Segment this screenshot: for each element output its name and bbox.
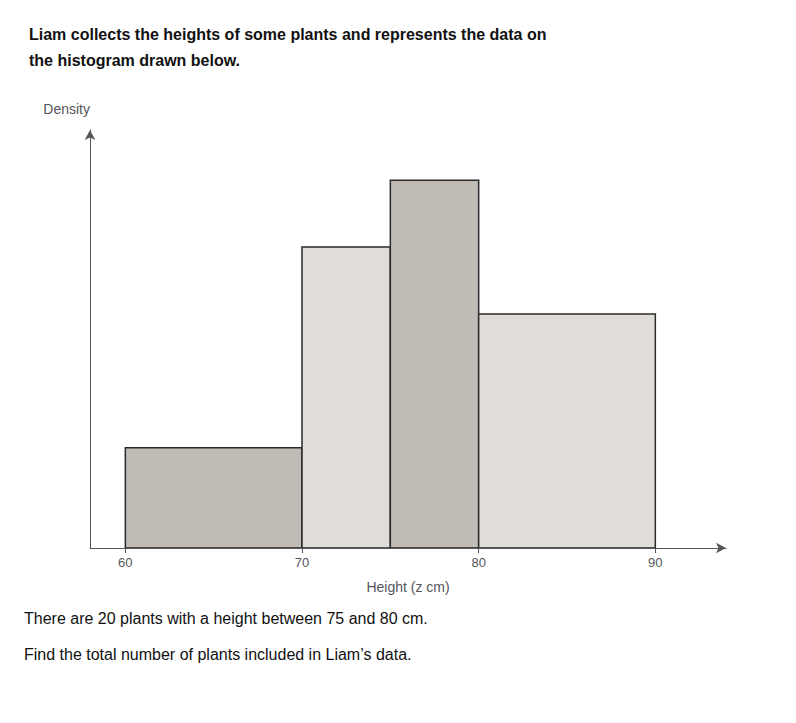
svg-text:Height (z cm): Height (z cm) (366, 579, 449, 595)
svg-text:There are 20 plants with a hei: There are 20 plants with a height betwee… (24, 610, 428, 627)
svg-text:the histogram drawn below.: the histogram drawn below. (29, 52, 240, 69)
svg-text:70: 70 (295, 555, 309, 570)
svg-text:Find the total number of plant: Find the total number of plants included… (24, 646, 412, 663)
svg-text:Liam collects the heights of s: Liam collects the heights of some plants… (29, 26, 546, 43)
svg-text:Density: Density (43, 101, 90, 117)
svg-text:60: 60 (118, 555, 132, 570)
svg-text:90: 90 (648, 555, 662, 570)
svg-text:80: 80 (471, 555, 485, 570)
